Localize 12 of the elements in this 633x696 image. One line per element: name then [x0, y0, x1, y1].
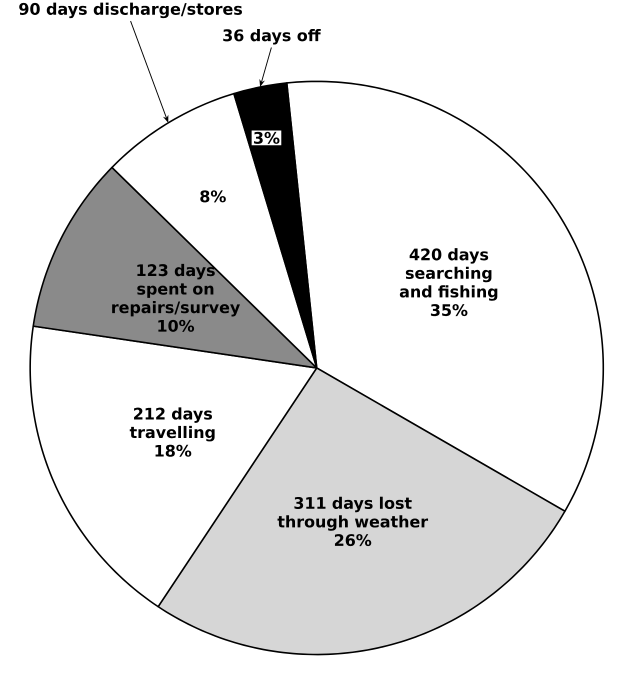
- data-label: 18%: [155, 444, 192, 457]
- slice-label: 420 days searching and fishing: [400, 248, 498, 301]
- slice-label: 311 days lost through weather: [277, 496, 428, 531]
- data-label: 3%: [254, 132, 280, 144]
- data-label: 35%: [430, 304, 468, 316]
- data-label: 10%: [158, 320, 194, 332]
- slice-label: 90 days discharge/stores: [19, 2, 242, 18]
- slice-label: 123 days spent on repairs/survey: [112, 264, 240, 317]
- slice-label: 36 days off: [223, 29, 321, 45]
- slice-label: 212 days travelling: [130, 407, 214, 442]
- data-label: 26%: [334, 534, 372, 546]
- data-label: 8%: [200, 190, 226, 202]
